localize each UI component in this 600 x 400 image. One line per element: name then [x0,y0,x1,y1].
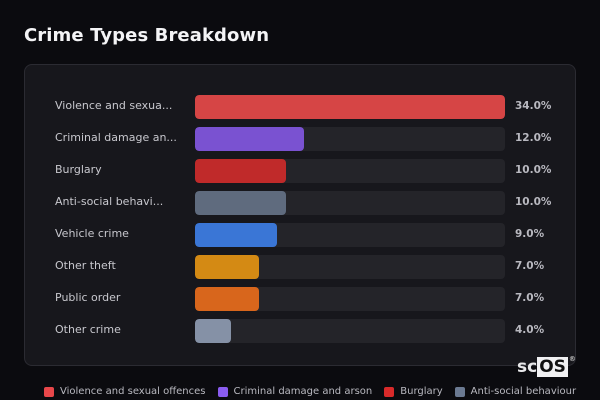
bar-fill[interactable] [195,127,304,151]
bar-track [195,191,505,215]
legend-label: Burglary [400,386,443,397]
legend-label: Criminal damage and arson [233,386,373,397]
scos-logo: sc OS ® [517,355,576,377]
legend-swatch-icon [44,386,54,397]
bar-track [195,255,505,279]
legend-item[interactable]: Violence and sexual offences [44,386,206,397]
bar-value: 10.0% [515,164,552,176]
bar-value: 34.0% [515,100,552,112]
bar-row: Anti-social behavi... 10.0% [25,191,575,215]
bar-row: Criminal damage an... 12.0% [25,127,575,151]
legend-swatch-icon [217,386,228,397]
bar-track [195,95,505,119]
bar-fill[interactable] [195,191,286,215]
bar-label: Violence and sexua... [55,99,173,112]
legend-label: Anti-social behaviour [470,386,577,397]
bar-label: Anti-social behavi... [55,195,164,208]
legend-swatch-icon [454,386,465,397]
bar-value: 12.0% [515,132,552,144]
bar-label: Other crime [55,323,121,336]
bar-value: 9.0% [515,228,545,240]
legend-item[interactable]: Anti-social behaviour [454,386,577,397]
registered-mark: ® [568,355,576,363]
legend-item[interactable]: Burglary [384,386,443,397]
bar-label: Other theft [55,259,116,272]
bar-row: Burglary 10.0% [25,159,575,183]
bar-row: Public order 7.0% [25,287,575,311]
bar-value: 7.0% [515,260,545,272]
bar-row: Other crime 4.0% [25,319,575,343]
bar-fill[interactable] [195,223,277,247]
bar-row: Violence and sexua... 34.0% [25,95,575,119]
bar-fill[interactable] [195,319,231,343]
bar-label: Criminal damage an... [55,131,177,144]
bar-label: Burglary [55,163,102,176]
bar-fill[interactable] [195,95,505,119]
chart-card: Violence and sexua... 34.0% Criminal damag… [24,64,576,366]
bar-value: 7.0% [515,292,545,304]
legend-item[interactable]: Criminal damage and arson [217,386,373,397]
legend-swatch-icon [384,386,395,397]
bar-label: Public order [55,291,121,304]
bar-track [195,223,505,247]
logo-box: OS [537,357,568,377]
bar-track [195,319,505,343]
chart-legend: Violence and sexual offences Criminal dam… [44,386,576,397]
bar-value: 10.0% [515,196,552,208]
legend-label: Violence and sexual offences [60,386,206,397]
bar-track [195,159,505,183]
chart-title: Crime Types Breakdown [24,25,270,46]
logo-prefix: sc [517,357,538,377]
bar-row: Vehicle crime 9.0% [25,223,575,247]
bar-row: Other theft 7.0% [25,255,575,279]
bar-track [195,287,505,311]
bar-value: 4.0% [515,324,545,336]
bar-fill[interactable] [195,159,286,183]
bar-fill[interactable] [195,255,259,279]
bar-label: Vehicle crime [55,227,129,240]
bar-fill[interactable] [195,287,259,311]
bar-track [195,127,505,151]
